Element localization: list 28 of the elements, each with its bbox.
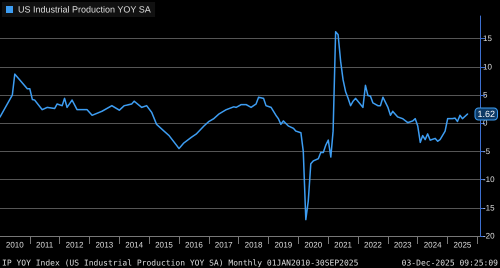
x-tick-label: 2015	[155, 240, 174, 250]
x-tick-label: 2011	[36, 240, 54, 250]
x-tick-label: 2014	[125, 240, 144, 250]
x-tick-label: 2017	[214, 240, 234, 250]
y-tick-label: 5	[483, 90, 488, 100]
x-tick-label: 2019	[274, 240, 293, 250]
y-tick-label: 10	[483, 62, 492, 72]
y-tick-label: 15	[483, 34, 492, 44]
y-tick-label: -15	[483, 203, 496, 212]
line-series	[0, 31, 468, 220]
x-tick-label: 2023	[394, 240, 412, 250]
x-tick-label: 2025	[454, 240, 472, 250]
x-tick-label: 2013	[95, 240, 114, 250]
x-tick-label: 2022	[364, 240, 382, 250]
legend-label: US Industrial Production YOY SA	[18, 4, 151, 14]
x-tick-label: 2010	[6, 240, 24, 250]
y-tick-label: -20	[483, 232, 496, 240]
x-tick-label: 2016	[184, 240, 204, 250]
x-tick-label: 2018	[244, 240, 263, 250]
data-label: 1.62	[478, 109, 496, 120]
text: IP YOY Index (US Industrial Production YOY SA) Monthly 01JAN2010-30SEP2025	[2, 258, 359, 268]
x-tick-label: 2020	[304, 240, 323, 250]
y-tick-label: -5	[483, 146, 491, 156]
text: 03-Dec-2025 09:25:09	[402, 258, 498, 268]
x-tick-label: 2021	[334, 240, 353, 250]
y-tick-label: -10	[483, 175, 496, 184]
x-tick-label: 2024	[424, 240, 442, 250]
x-tick-label: 2012	[66, 240, 84, 250]
